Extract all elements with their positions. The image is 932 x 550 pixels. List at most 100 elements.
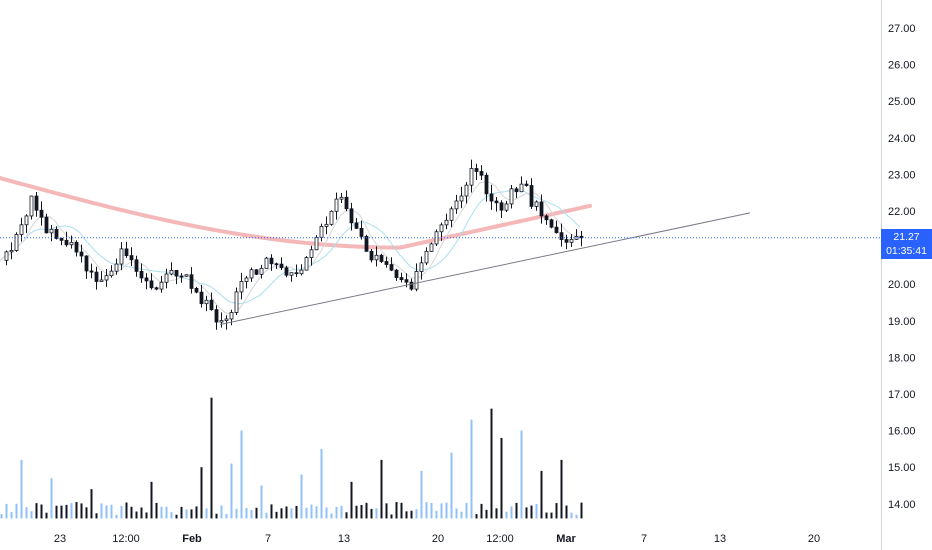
volume-bar [135, 511, 138, 519]
candle-body [454, 200, 459, 210]
volume-bar [300, 474, 303, 519]
candle-body [344, 196, 349, 210]
candle-body [239, 281, 244, 293]
volume-bar [555, 503, 558, 519]
countdown-timer: 01:35:41 [886, 244, 927, 257]
candle-body [294, 272, 299, 275]
volume-bar [580, 502, 583, 519]
volume-bar [190, 509, 193, 519]
volume-bar [345, 512, 348, 519]
price-tick-label: 16.00 [888, 426, 916, 438]
plot-area[interactable] [0, 159, 881, 519]
time-tick-label: 20 [808, 533, 820, 545]
price-axis[interactable]: 27.0026.0025.0024.0023.0022.0021.0020.00… [888, 23, 916, 511]
volume-bar [335, 506, 338, 519]
candle-body [259, 267, 264, 275]
candle-body [534, 201, 539, 207]
candle-body [84, 255, 89, 272]
volume-bar [120, 505, 123, 519]
time-tick-label: 13 [714, 533, 726, 545]
volume-bar [0, 514, 3, 519]
volume-bar [505, 511, 508, 519]
volume-bar [275, 511, 278, 519]
candle-body [274, 263, 279, 266]
volume-bar [185, 509, 188, 519]
candle-body [224, 318, 229, 321]
volume-bar [495, 508, 498, 519]
volume-bar [80, 503, 83, 519]
candle-body [194, 288, 199, 293]
volume-bar [165, 506, 168, 519]
volume-bar [45, 512, 48, 519]
volume-bar [465, 502, 468, 519]
volume-bar [265, 512, 268, 519]
candle-body [149, 280, 154, 289]
volume-bar [510, 506, 513, 519]
candle-body [89, 270, 94, 273]
volume-bar [515, 502, 518, 519]
candle-body [314, 236, 319, 251]
candle-body [134, 259, 139, 272]
candle-body [69, 241, 74, 246]
volume-bar [155, 502, 158, 519]
trendline[interactable] [219, 212, 751, 325]
volume-bar [200, 467, 203, 519]
volume-bar [55, 505, 58, 519]
candle-body [419, 262, 424, 272]
volume-bar [105, 505, 108, 519]
volume-bar [310, 504, 313, 519]
candle-body [479, 171, 484, 176]
volume-bar [260, 485, 263, 519]
volume-bar [85, 507, 88, 519]
volume-bar [15, 503, 18, 519]
volume-bar [280, 508, 283, 519]
candle-body [429, 243, 434, 252]
volume-bar [545, 512, 548, 519]
candle-body [79, 251, 84, 257]
volume-bar [220, 505, 223, 519]
price-tick-label: 20.00 [888, 279, 916, 291]
price-tick-label: 25.00 [888, 96, 916, 108]
volume-bar [230, 463, 233, 519]
volume-bar [385, 503, 388, 519]
candle-body [189, 274, 194, 289]
candle-body [264, 257, 269, 269]
volume-bar [235, 508, 238, 519]
volume-bar [535, 504, 538, 519]
price-tick-label: 26.00 [888, 60, 916, 72]
candle-body [169, 269, 174, 275]
candle-body [369, 250, 374, 261]
candle-body [504, 203, 509, 211]
time-tick-label: 13 [338, 533, 350, 545]
price-tick-label: 15.00 [888, 462, 916, 474]
volume-bar [340, 505, 343, 519]
volume-bar [170, 512, 173, 519]
candle-body [289, 272, 294, 276]
volume-bar [210, 397, 213, 519]
candle-body [54, 228, 59, 239]
volume-bar [50, 478, 53, 519]
candle-body [219, 320, 224, 323]
volume-bar [355, 505, 358, 519]
time-axis[interactable]: 23 12:00 Feb 7 13 20 12:00 Mar 7 13 20 [54, 533, 820, 545]
volume-bar [520, 430, 523, 519]
candle-body [319, 226, 324, 238]
candle-body [94, 271, 99, 282]
candle-body [524, 183, 529, 186]
volume-bar [405, 511, 408, 519]
volume-bar [75, 502, 78, 519]
candle-body [549, 219, 554, 228]
candle-body [104, 275, 109, 281]
volume-bar [410, 510, 413, 519]
candle-body [179, 275, 184, 278]
candle-body [554, 226, 559, 234]
candle-body [379, 254, 384, 262]
volume-bar [175, 514, 178, 519]
last-price-badge: 21.27 01:35:41 [881, 228, 932, 259]
candle-body [339, 196, 344, 200]
candle-body [299, 269, 304, 275]
candle-body [29, 195, 34, 217]
candle-body [459, 195, 464, 202]
candle-body [324, 223, 329, 227]
